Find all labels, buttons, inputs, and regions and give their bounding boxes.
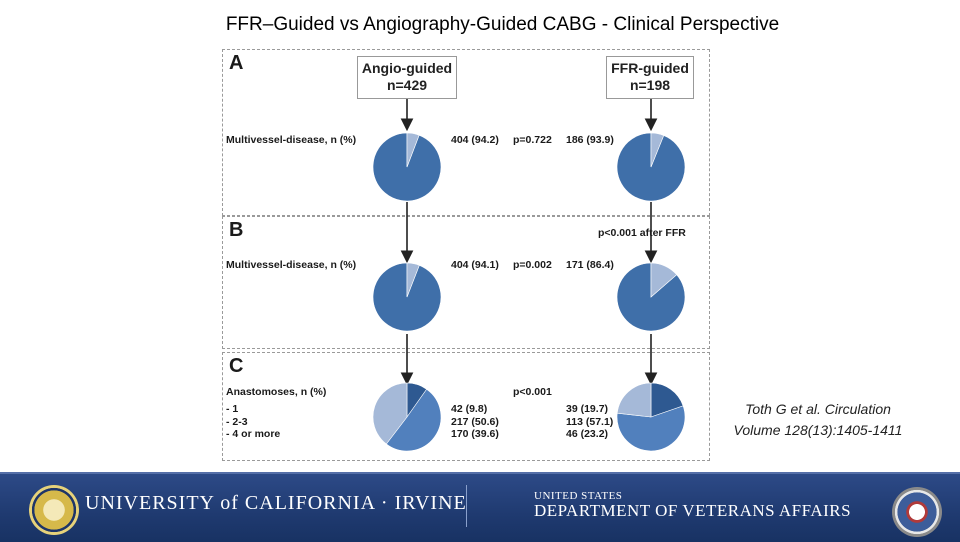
angio-value: 217 (50.6) — [451, 415, 499, 428]
arrows — [400, 99, 658, 386]
row-item: - 1 — [226, 403, 239, 415]
angio-value: 404 (94.1) — [451, 259, 499, 271]
angio-value: 170 (39.6) — [451, 428, 499, 440]
pie-slice — [616, 382, 652, 418]
p-value: p=0.722 — [513, 134, 552, 146]
va-seal-icon — [892, 487, 942, 537]
p-note: p<0.001 after FFR — [598, 227, 686, 239]
pie-slice — [406, 262, 420, 298]
row-label: Multivessel-disease, n (%) — [226, 134, 357, 146]
panel-letter: C — [229, 355, 244, 377]
slide-title: FFR–Guided vs Angiography-Guided CABG - … — [225, 14, 780, 35]
va-wordmark: DEPARTMENT OF VETERANS AFFAIRS — [534, 501, 852, 520]
footer-bar — [0, 472, 960, 542]
citation: Toth G et al. Circulation Volume 128(13)… — [714, 399, 922, 441]
p-value: p=0.002 — [513, 259, 552, 271]
box-label: Angio-guided — [361, 60, 453, 76]
angio-values: 42 (9.8) 217 (50.6) 170 (39.6) — [451, 403, 499, 441]
p-value: p<0.001 — [513, 386, 552, 398]
uci-wordmark: UNIVERSITY of CALIFORNIA · IRVINE — [85, 492, 467, 514]
pie-slice — [385, 388, 442, 452]
panel-letter: B — [229, 219, 244, 241]
uci-seal-icon — [29, 485, 79, 535]
ffr-values: 39 (19.7) 113 (57.1) 46 (23.2) — [566, 403, 613, 441]
angio-value: 404 (94.2) — [451, 134, 499, 146]
pie-charts — [372, 132, 686, 452]
ffr-value: 46 (23.2) — [566, 428, 609, 440]
box-count: n=198 — [629, 77, 671, 93]
ffr-value: 113 (57.1) — [566, 415, 614, 428]
ffr-value: 39 (19.7) — [566, 403, 609, 415]
pie-slice — [650, 132, 665, 168]
row-item: - 4 or more — [226, 428, 281, 440]
anastomoses-rows: - 1 - 2-3 - 4 or more — [226, 403, 280, 441]
citation-line: Toth G et al. Circulation — [745, 401, 891, 417]
pie-slice — [616, 405, 686, 452]
pie-slice — [650, 262, 678, 298]
box-count: n=429 — [386, 77, 428, 93]
pie-slice — [406, 132, 420, 168]
ffr-value: 171 (86.4) — [566, 259, 614, 271]
ffr-guided-box: FFR-guided n=198 — [606, 56, 694, 99]
va-wordmark-small: UNITED STATES — [534, 490, 623, 502]
angio-value: 42 (9.8) — [451, 403, 488, 415]
row-label: Anastomoses, n (%) — [226, 386, 327, 398]
row-label: Multivessel-disease, n (%) — [226, 259, 357, 271]
citation-line: Volume 128(13):1405-1411 — [733, 422, 903, 438]
angio-guided-box: Angio-guided n=429 — [357, 56, 457, 99]
ffr-value: 186 (93.9) — [566, 134, 614, 146]
footer-divider — [466, 485, 467, 527]
box-label: FFR-guided — [611, 60, 689, 76]
row-item: - 2-3 — [226, 415, 248, 428]
pie-slice — [372, 382, 408, 445]
panel-letter: A — [229, 52, 244, 74]
